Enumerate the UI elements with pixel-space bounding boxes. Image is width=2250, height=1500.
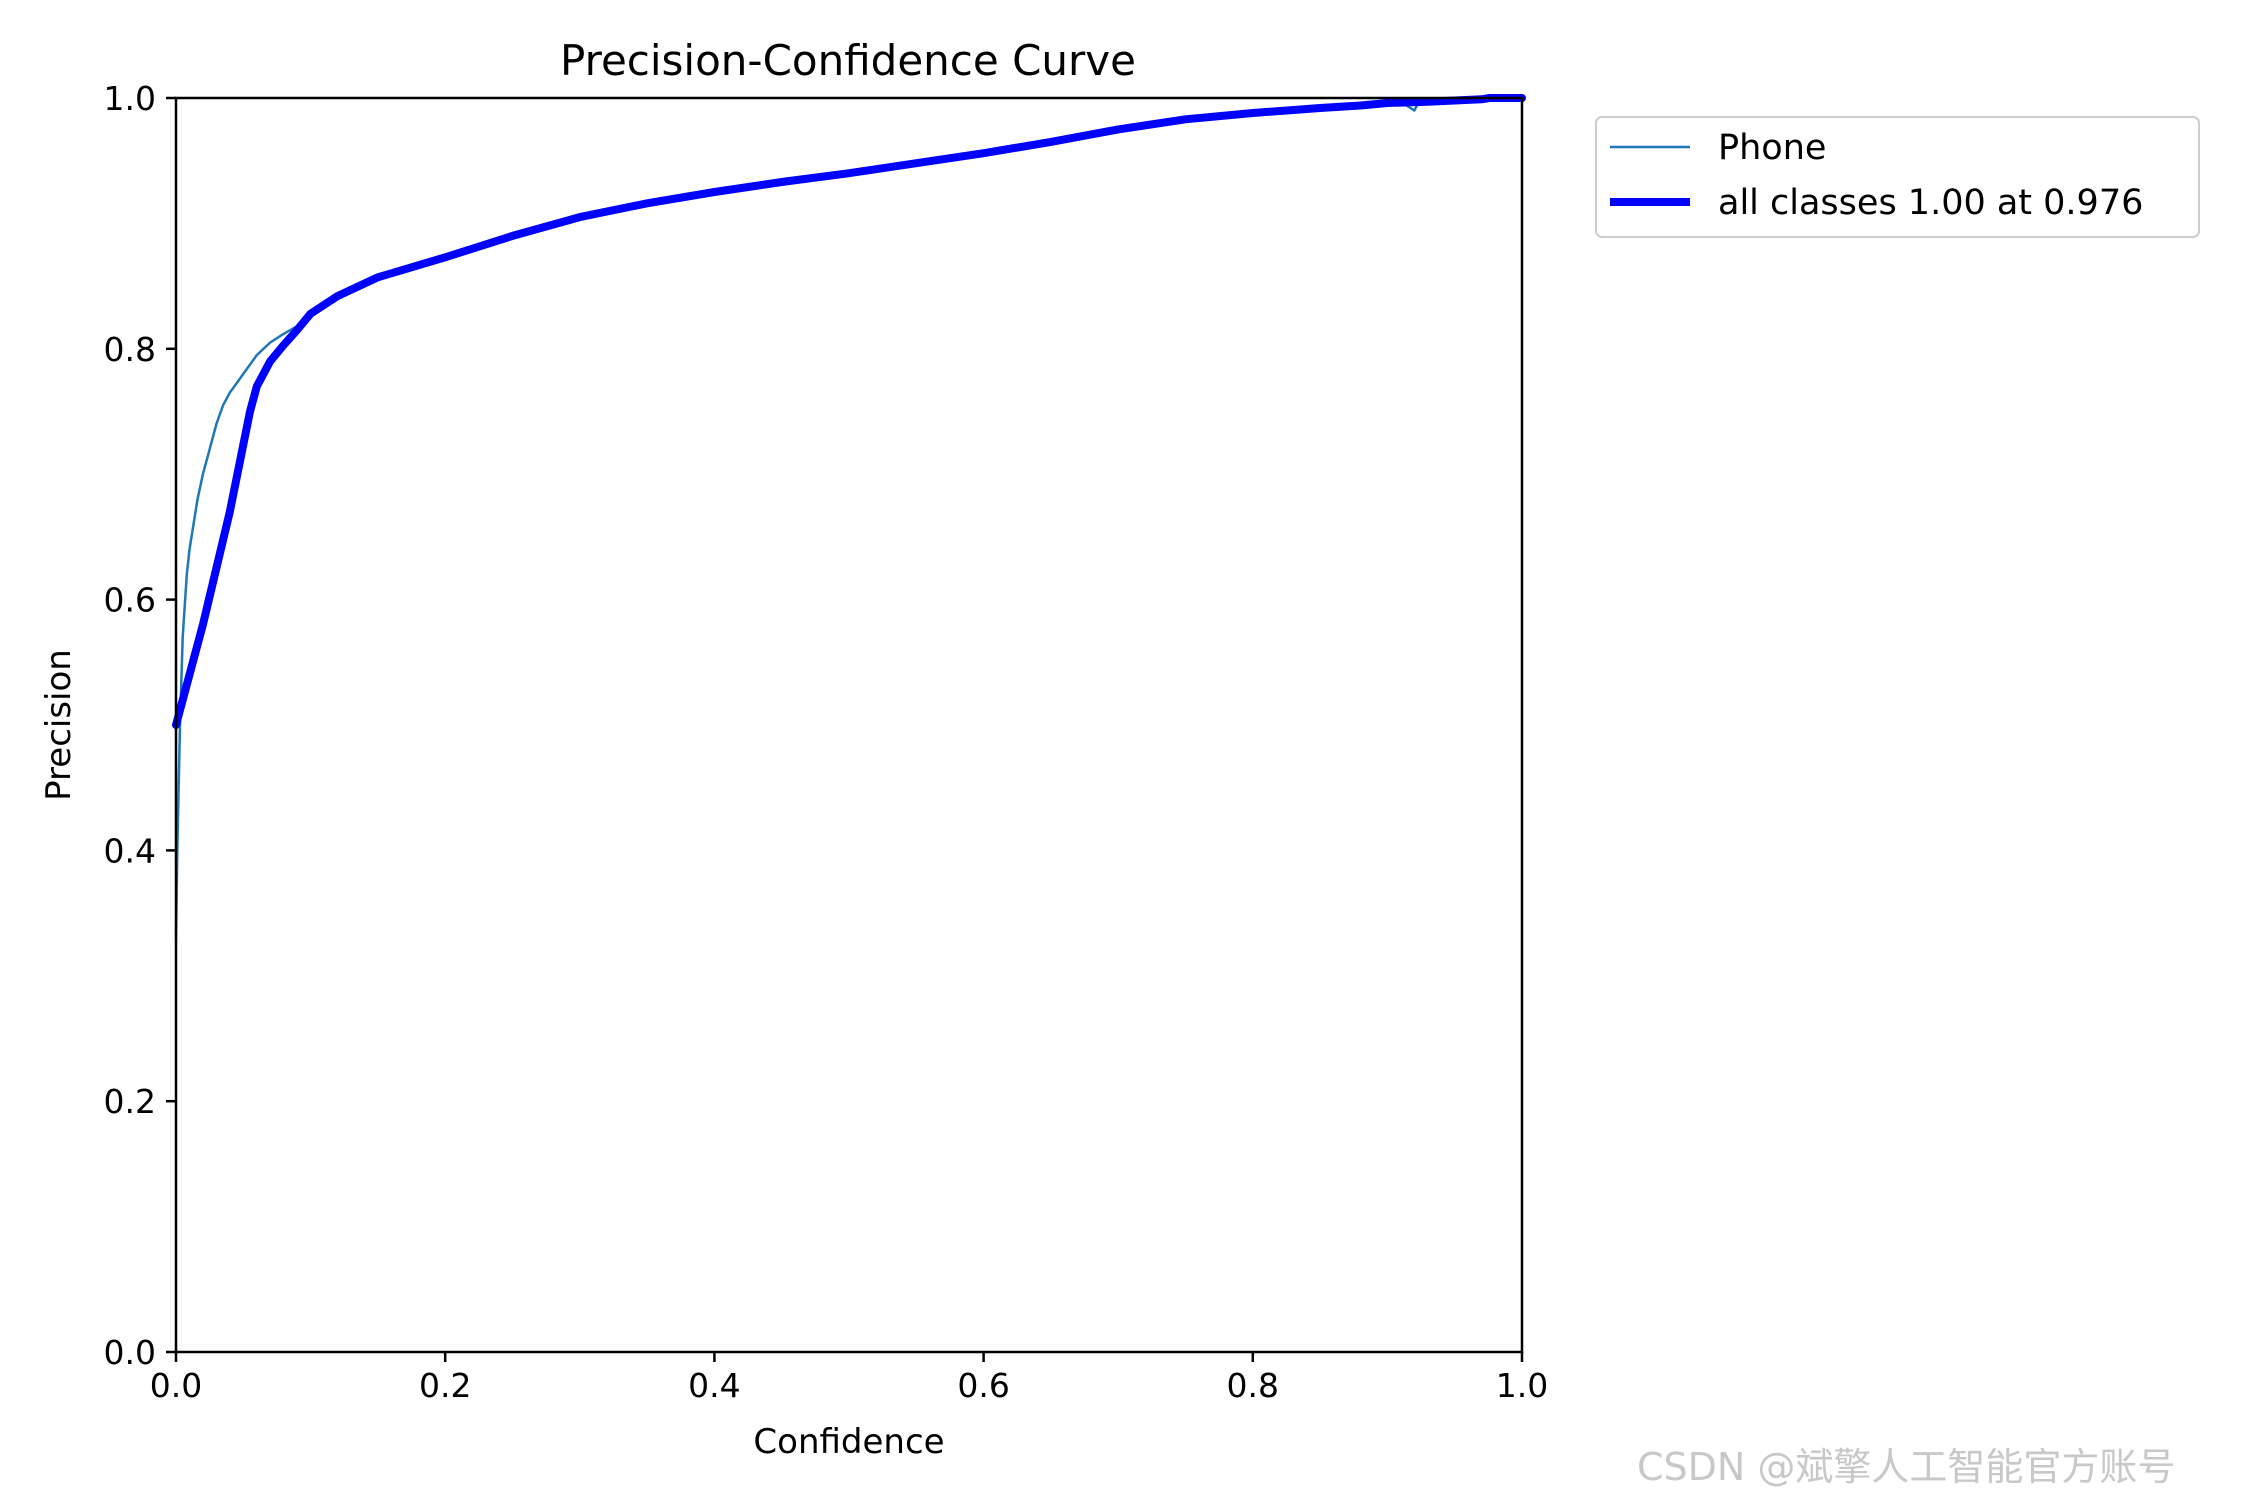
legend-label-all-classes: all classes 1.00 at 0.976 (1718, 183, 2143, 223)
legend: Phone all classes 1.00 at 0.976 (1595, 116, 2200, 238)
x-tick-label: 0.8 (1227, 1366, 1279, 1405)
y-tick-label: 0.0 (104, 1333, 156, 1372)
y-axis-ticks: 0.0 0.2 0.4 0.6 0.8 1.0 (104, 79, 176, 1372)
series-layer (172, 94, 1526, 940)
axes-frame (174, 96, 1524, 1354)
y-tick-label: 0.4 (104, 831, 156, 870)
chart-title: Precision-Confidence Curve (560, 36, 1136, 85)
y-tick-label: 0.6 (104, 581, 156, 620)
x-tick-label: 0.0 (150, 1366, 202, 1405)
x-tick-label: 0.4 (688, 1366, 740, 1405)
series-line-all-classes (172, 94, 1526, 729)
x-axis-ticks: 0.0 0.2 0.4 0.6 0.8 1.0 (150, 1352, 1548, 1405)
y-tick-label: 0.8 (104, 330, 156, 369)
watermark-text: CSDN @斌擎人工智能官方账号 (1637, 1445, 2175, 1489)
y-tick-label: 1.0 (104, 79, 156, 118)
x-tick-label: 0.2 (419, 1366, 471, 1405)
legend-frame (1595, 116, 2200, 238)
x-axis-label: Confidence (753, 1422, 944, 1462)
x-tick-label: 0.6 (957, 1366, 1009, 1405)
y-tick-label: 0.2 (104, 1082, 156, 1121)
x-tick-label: 1.0 (1496, 1366, 1548, 1405)
legend-label-phone: Phone (1718, 128, 1826, 168)
plot-area: 0.0 0.2 0.4 0.6 0.8 1.0 0.0 0.2 0.4 0.6 0.8 1.0 (104, 79, 1549, 1405)
y-axis-label: Precision (39, 649, 79, 801)
